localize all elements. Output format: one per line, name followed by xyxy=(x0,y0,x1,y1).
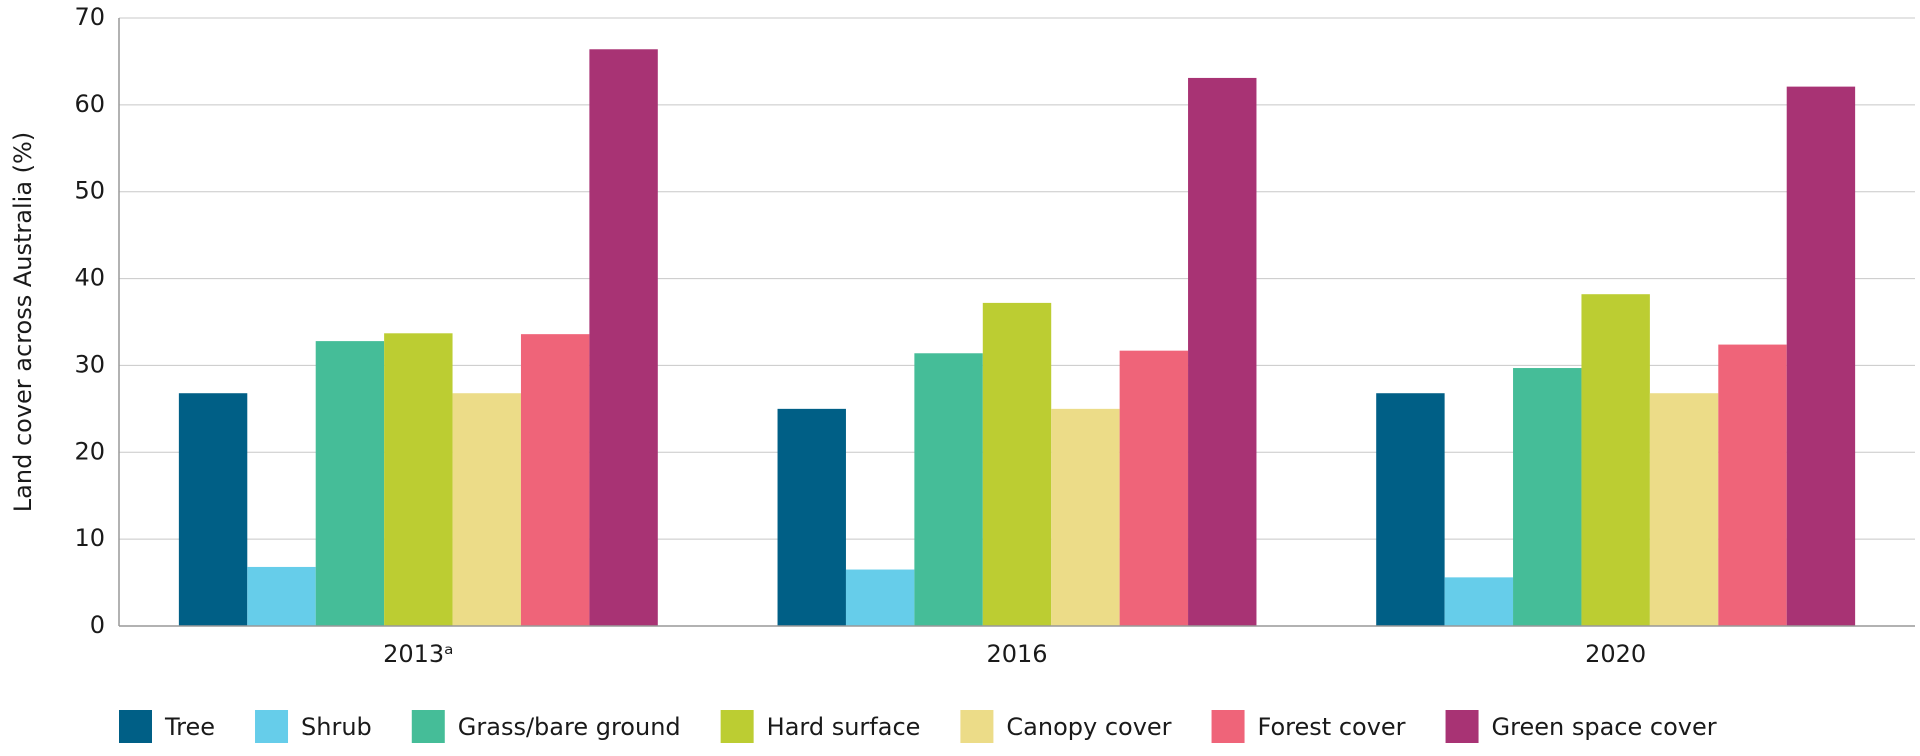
legend-label: Green space cover xyxy=(1492,713,1717,741)
bar xyxy=(1718,344,1787,626)
legend-label: Forest cover xyxy=(1258,713,1406,741)
legend-swatch xyxy=(1445,710,1479,743)
bar xyxy=(1119,350,1189,626)
bar xyxy=(1786,86,1856,627)
legend-label: Grass/bare ground xyxy=(458,713,681,741)
bar xyxy=(1188,77,1257,627)
y-tick-label: 20 xyxy=(74,437,105,465)
x-tick-label: 2013ᵃ xyxy=(383,640,453,668)
y-tick-label: 40 xyxy=(74,264,105,292)
legend-label: Tree xyxy=(164,713,215,741)
y-tick-label: 0 xyxy=(90,611,105,639)
bar xyxy=(384,333,453,626)
legend-swatch xyxy=(960,710,994,743)
bar xyxy=(1513,368,1582,626)
y-tick-label: 50 xyxy=(74,177,105,205)
legend-label: Canopy cover xyxy=(1006,713,1171,741)
legend-label: Shrub xyxy=(301,713,372,741)
y-tick-label: 70 xyxy=(74,3,105,31)
bar xyxy=(589,49,658,627)
legend-swatch xyxy=(119,710,152,743)
legend-swatch xyxy=(1211,710,1245,743)
bar xyxy=(777,408,846,626)
bar xyxy=(1649,393,1719,626)
bar xyxy=(315,341,385,626)
bar xyxy=(914,353,983,626)
bar xyxy=(1444,577,1514,626)
legend-swatch xyxy=(255,710,289,743)
bar xyxy=(520,334,590,626)
bar xyxy=(452,393,521,626)
y-axis-title: Land cover across Australia (%) xyxy=(9,132,37,512)
bar xyxy=(845,569,915,626)
bar xyxy=(1581,294,1650,626)
legend-swatch xyxy=(720,710,754,743)
y-tick-label: 30 xyxy=(74,350,105,378)
bar xyxy=(1376,393,1445,626)
legend-swatch xyxy=(411,710,445,743)
x-tick-label: 2016 xyxy=(986,640,1047,668)
bar xyxy=(982,302,1052,626)
x-tick-label: 2020 xyxy=(1585,640,1646,668)
bar xyxy=(178,393,248,626)
legend-label: Hard surface xyxy=(767,713,921,741)
bar xyxy=(247,566,316,626)
bar xyxy=(1051,408,1120,626)
y-tick-label: 60 xyxy=(74,90,105,118)
y-tick-label: 10 xyxy=(74,524,105,552)
